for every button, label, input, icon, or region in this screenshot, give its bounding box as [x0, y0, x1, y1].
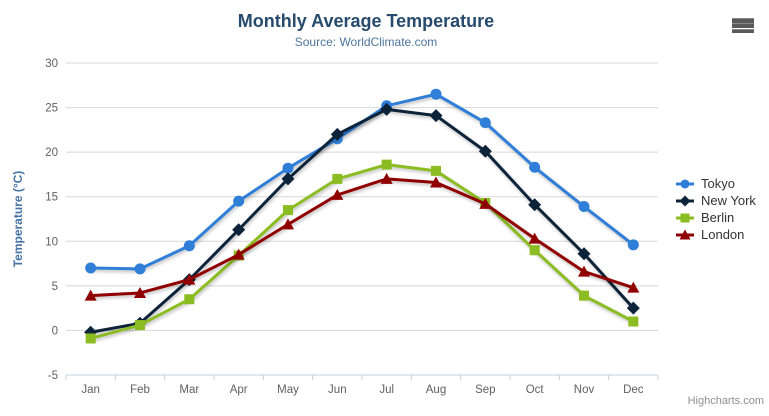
- data-point-new-york[interactable]: [330, 127, 344, 141]
- data-point-berlin[interactable]: [332, 173, 343, 184]
- data-point-berlin[interactable]: [135, 320, 145, 331]
- data-point-london[interactable]: [232, 248, 245, 260]
- square-legend-icon: [676, 213, 694, 222]
- legend-label: London: [701, 227, 745, 242]
- credits-link[interactable]: Highcharts.com: [687, 395, 764, 407]
- data-point-berlin[interactable]: [431, 165, 441, 176]
- x-axis-label: Apr: [230, 384, 248, 396]
- x-axis-label: Feb: [130, 384, 150, 396]
- data-point-london[interactable]: [183, 273, 196, 285]
- x-axis-label: Mar: [179, 384, 199, 396]
- data-point-new-york[interactable]: [626, 301, 640, 315]
- data-point-berlin[interactable]: [579, 290, 589, 301]
- data-point-new-york[interactable]: [577, 247, 591, 261]
- legend-item-berlin[interactable]: Berlin: [676, 209, 756, 226]
- chart-subtitle: Source: WorldClimate.com: [294, 35, 438, 49]
- y-axis-label: -5: [48, 370, 58, 382]
- y-axis-label: 15: [45, 192, 58, 204]
- series-new-york[interactable]: [84, 102, 640, 339]
- hamburger-bar: [732, 28, 754, 33]
- y-axis-title: Temperature (°C): [11, 170, 25, 268]
- data-point-london[interactable]: [331, 188, 344, 200]
- x-axis-label: Jul: [379, 384, 394, 396]
- data-point-tokyo[interactable]: [479, 117, 491, 129]
- data-point-london[interactable]: [479, 197, 492, 209]
- circle-legend-icon: [676, 179, 694, 188]
- data-point-tokyo[interactable]: [183, 240, 195, 252]
- legend-label: Berlin: [701, 210, 735, 225]
- data-point-london[interactable]: [627, 281, 640, 293]
- data-point-berlin[interactable]: [529, 245, 540, 256]
- data-point-tokyo[interactable]: [529, 161, 541, 173]
- data-point-tokyo[interactable]: [85, 262, 97, 274]
- triangle-legend-icon: [676, 229, 694, 239]
- x-axis-label: Jun: [328, 384, 347, 396]
- y-axis-label: 30: [45, 58, 58, 70]
- data-point-berlin[interactable]: [85, 333, 96, 344]
- legend-item-london[interactable]: London: [676, 226, 756, 243]
- x-axis-label: May: [277, 384, 299, 396]
- data-point-new-york[interactable]: [528, 198, 542, 212]
- y-axis-label: 25: [45, 103, 58, 115]
- x-axis-label: Aug: [426, 384, 446, 396]
- y-axis-label: 0: [52, 325, 58, 337]
- data-point-berlin[interactable]: [628, 316, 639, 327]
- data-point-london[interactable]: [134, 286, 146, 298]
- data-point-new-york[interactable]: [380, 102, 394, 116]
- legend-label: New York: [701, 193, 756, 208]
- gridlines: 30 25 20 15 10 5 0 -5: [45, 58, 658, 382]
- data-point-london[interactable]: [84, 289, 97, 301]
- data-point-new-york[interactable]: [429, 109, 443, 123]
- data-point-london[interactable]: [282, 218, 294, 230]
- legend-label: Tokyo: [701, 176, 735, 191]
- data-point-new-york[interactable]: [478, 144, 492, 158]
- data-point-london[interactable]: [528, 232, 541, 244]
- data-point-london[interactable]: [430, 176, 442, 188]
- data-point-berlin[interactable]: [184, 294, 195, 305]
- data-point-tokyo[interactable]: [233, 195, 245, 207]
- x-axis: Jan Feb Mar Apr May Jun Jul Aug Sep Oct Nov Dec: [65, 374, 659, 396]
- y-axis-label: 5: [52, 281, 58, 293]
- diamond-legend-icon: [676, 195, 694, 206]
- data-point-london[interactable]: [380, 172, 393, 184]
- data-point-tokyo[interactable]: [627, 239, 639, 251]
- y-axis-label: 20: [45, 147, 58, 159]
- x-axis-label: Dec: [623, 384, 644, 396]
- chart-title: Monthly Average Temperature: [237, 11, 495, 31]
- hamburger-bar: [732, 18, 754, 23]
- y-axis-label: 10: [45, 236, 58, 248]
- x-axis-label: Nov: [574, 384, 595, 396]
- x-axis-label: Sep: [475, 384, 495, 396]
- x-axis-label: Jan: [81, 384, 100, 396]
- data-point-new-york[interactable]: [281, 172, 295, 186]
- data-point-tokyo[interactable]: [430, 88, 442, 100]
- x-axis-label: Oct: [526, 384, 545, 396]
- legend: Tokyo New York Berlin London: [676, 175, 756, 243]
- data-point-tokyo[interactable]: [282, 162, 294, 174]
- data-point-new-york[interactable]: [232, 223, 246, 237]
- data-point-tokyo[interactable]: [578, 201, 590, 213]
- hamburger-menu-icon[interactable]: [732, 18, 754, 33]
- data-point-tokyo[interactable]: [134, 263, 146, 275]
- hamburger-bar: [732, 23, 754, 28]
- data-point-berlin[interactable]: [381, 159, 392, 170]
- data-point-berlin[interactable]: [283, 205, 293, 216]
- series-london[interactable]: [84, 172, 640, 301]
- legend-item-tokyo[interactable]: Tokyo: [676, 175, 756, 192]
- legend-item-new-york[interactable]: New York: [676, 192, 756, 209]
- series-tokyo[interactable]: [85, 88, 639, 275]
- data-point-london[interactable]: [578, 265, 590, 277]
